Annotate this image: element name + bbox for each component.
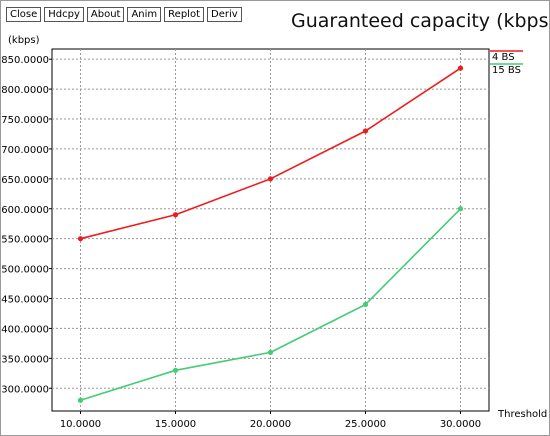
data-point-series-1 bbox=[362, 128, 369, 134]
x-axis-label: Threshold bbox=[497, 409, 547, 420]
grid bbox=[52, 49, 489, 411]
data-point-series-2 bbox=[457, 206, 464, 212]
y-axis-ticks: 300.0000 350.0000 400.0000 450.0000 500.0000… bbox=[1, 55, 52, 395]
y-tick-label: 400.0000 bbox=[1, 324, 49, 335]
y-tick-label: 550.0000 bbox=[1, 235, 49, 246]
replot-button[interactable]: Replot bbox=[164, 7, 204, 22]
x-tick-label: 20.0000 bbox=[250, 419, 291, 430]
about-button[interactable]: About bbox=[86, 7, 125, 22]
derivative-button[interactable]: Deriv bbox=[207, 7, 242, 22]
x-tick-label: 10.0000 bbox=[60, 419, 101, 430]
y-tick-label: 350.0000 bbox=[1, 354, 49, 365]
y-tick-label: 500.0000 bbox=[1, 265, 49, 276]
x-axis-ticks: 10.0000 15.0000 20.0000 25.0000 30.0000 bbox=[60, 411, 481, 430]
toolbar: Close Hdcpy About Anim Replot Deriv bbox=[6, 7, 242, 22]
y-tick-label: 800.0000 bbox=[1, 85, 49, 96]
data-point-series-1 bbox=[77, 236, 84, 242]
legend: 4 BS 15 BS bbox=[490, 50, 523, 76]
data-point-series-1 bbox=[267, 176, 274, 182]
data-point-series-1 bbox=[457, 65, 464, 71]
x-tick-label: 25.0000 bbox=[345, 419, 386, 430]
series-layer bbox=[77, 65, 464, 403]
y-tick-label: 700.0000 bbox=[1, 145, 49, 156]
close-button[interactable]: Close bbox=[6, 7, 42, 22]
y-tick-label: 300.0000 bbox=[1, 384, 49, 395]
animate-button[interactable]: Anim bbox=[127, 7, 162, 22]
x-tick-label: 30.0000 bbox=[440, 419, 481, 430]
y-tick-label: 450.0000 bbox=[1, 295, 49, 306]
hardcopy-button[interactable]: Hdcpy bbox=[44, 7, 84, 22]
data-point-series-2 bbox=[362, 301, 369, 308]
x-tick-label: 15.0000 bbox=[155, 419, 196, 430]
y-tick-label: 850.0000 bbox=[1, 55, 49, 66]
data-point-series-2 bbox=[77, 397, 84, 403]
legend-label-series-1: 4 BS bbox=[492, 52, 515, 63]
legend-label-series-2: 15 BS bbox=[492, 65, 521, 76]
y-tick-label: 600.0000 bbox=[1, 205, 49, 216]
data-point-series-1 bbox=[172, 212, 179, 218]
y-axis-label: (kbps) bbox=[8, 35, 40, 46]
data-point-series-2 bbox=[267, 349, 274, 355]
y-tick-label: 750.0000 bbox=[1, 115, 49, 126]
y-tick-label: 650.0000 bbox=[1, 175, 49, 186]
data-point-series-2 bbox=[172, 367, 179, 373]
chart-title: Guaranteed capacity (kbps) bbox=[291, 10, 550, 32]
